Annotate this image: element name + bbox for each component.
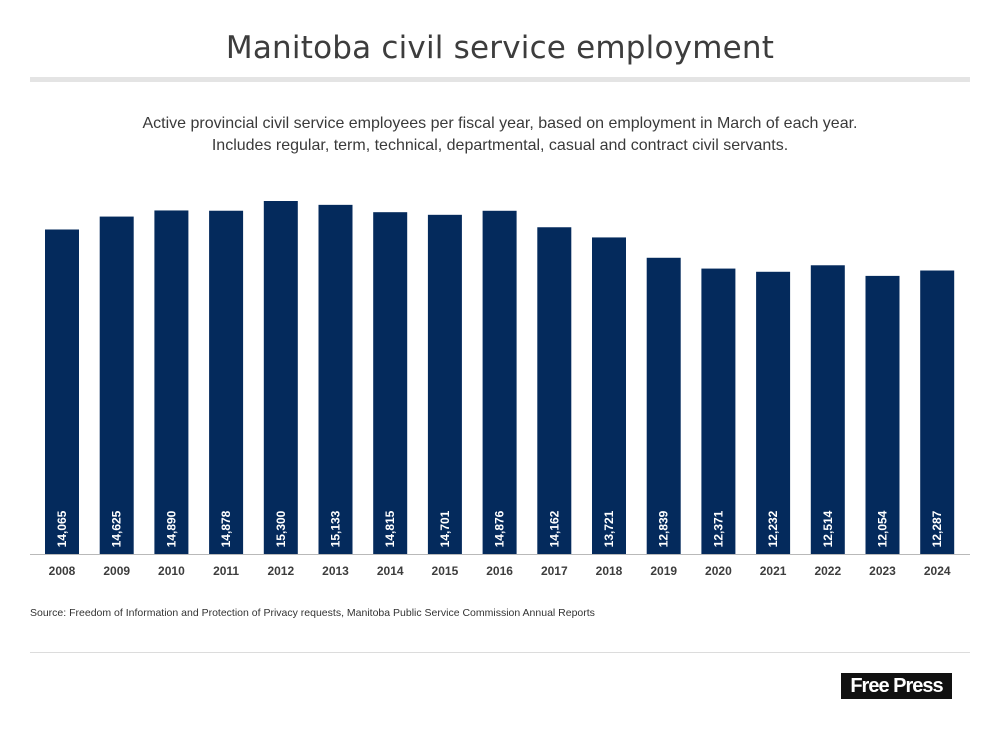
data-label-2016: 14,876 [493, 510, 507, 547]
data-label-2009: 14,625 [110, 510, 124, 547]
x-tick-label-2017: 2017 [541, 564, 568, 578]
bar-2011 [209, 210, 244, 555]
x-tick-label-2013: 2013 [322, 564, 349, 578]
bar-2019 [646, 257, 681, 554]
bar-2023 [865, 275, 900, 554]
data-label-2013: 15,133 [329, 510, 343, 547]
data-label-2021: 12,232 [766, 510, 780, 547]
free-press-logo: Free Press [841, 673, 952, 699]
data-label-2024: 12,287 [930, 510, 944, 547]
bar-2022 [810, 265, 845, 554]
x-tick-label-2016: 2016 [486, 564, 513, 578]
title-divider [30, 77, 970, 82]
footer-divider [30, 652, 970, 653]
bar-2009 [99, 216, 134, 554]
x-tick-label-2008: 2008 [49, 564, 76, 578]
bar-2020 [701, 268, 736, 554]
data-label-2020: 12,371 [711, 510, 725, 547]
x-tick-label-2014: 2014 [377, 564, 404, 578]
subtitle-line-2: Includes regular, term, technical, depar… [211, 137, 789, 154]
data-label-2018: 13,721 [602, 510, 616, 547]
data-label-2022: 12,514 [821, 510, 835, 547]
data-label-2011: 14,878 [219, 510, 233, 547]
source-note: Source: Freedom of Information and Prote… [30, 607, 595, 619]
data-label-2014: 14,815 [383, 510, 397, 547]
data-label-2019: 12,839 [657, 510, 671, 547]
bar-2016 [482, 210, 517, 555]
data-label-2010: 14,890 [164, 510, 178, 547]
x-tick-label-2023: 2023 [869, 564, 896, 578]
bar-2013 [318, 204, 353, 554]
chart-title: Manitoba civil service employment [225, 30, 775, 66]
bar-2021 [756, 271, 791, 554]
x-tick-label-2018: 2018 [596, 564, 623, 578]
x-tick-label-2021: 2021 [760, 564, 787, 578]
x-tick-label-2019: 2019 [650, 564, 677, 578]
bar-2018 [592, 237, 626, 554]
bar-2008 [45, 229, 79, 555]
bar-2015 [427, 214, 462, 554]
bar-2014 [373, 212, 408, 554]
data-label-2008: 14,065 [55, 510, 69, 547]
bar-chart: 14,065 2008 14,625 2009 14,890 2010 14,878 2011… [30, 201, 970, 578]
x-tick-label-2009: 2009 [103, 564, 130, 578]
data-label-2012: 15,300 [274, 510, 288, 547]
bar-2012 [263, 201, 298, 554]
x-tick-label-2011: 2011 [213, 564, 239, 578]
data-label-2017: 14,162 [547, 510, 561, 547]
x-tick-label-2024: 2024 [924, 564, 951, 578]
x-tick-label-2020: 2020 [705, 564, 732, 578]
bar-2010 [154, 210, 189, 554]
bar-2024 [920, 270, 955, 554]
x-tick-label-2022: 2022 [814, 564, 841, 578]
x-tick-label-2015: 2015 [432, 564, 459, 578]
data-label-2015: 14,701 [438, 510, 452, 547]
data-label-2023: 12,054 [876, 510, 890, 547]
subtitle-line-1: Active provincial civil service employee… [142, 115, 858, 132]
x-tick-label-2010: 2010 [158, 564, 185, 578]
chart-subtitle: Active provincial civil service employee… [0, 113, 1000, 157]
x-tick-label-2012: 2012 [267, 564, 294, 578]
bar-2017 [537, 227, 572, 555]
